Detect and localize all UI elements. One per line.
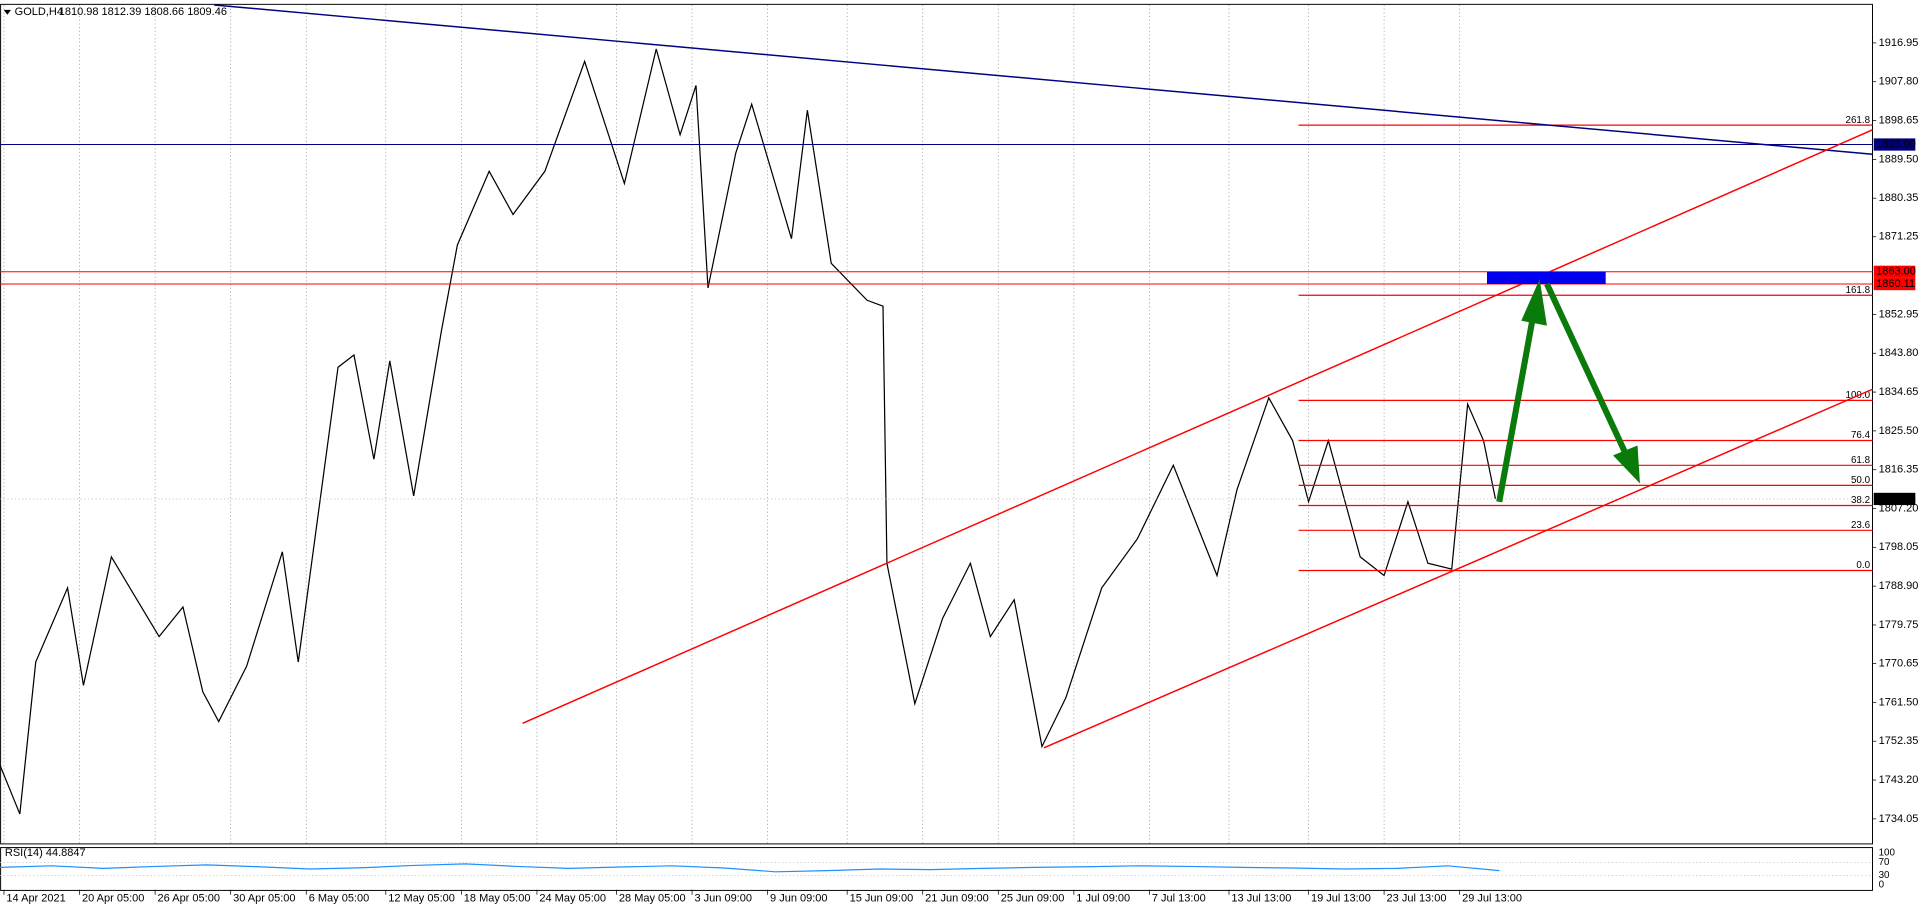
price-tag-label: 1863.00 (1876, 266, 1916, 278)
y-tick-label: 0 (1879, 880, 1885, 891)
x-tick-label: 9 Jun 09:00 (770, 892, 827, 904)
rsi-title: RSI(14) 44.8847 (5, 847, 86, 859)
fib-label: 23.6 (1851, 520, 1871, 531)
trend-line (214, 4, 1873, 155)
y-tick-label: 1761.50 (1879, 696, 1919, 708)
fib-label: 38.2 (1851, 495, 1870, 506)
x-tick-label: 25 Jun 09:00 (1001, 892, 1065, 904)
x-tick-label: 20 Apr 05:00 (82, 892, 144, 904)
y-tick-label: 1770.65 (1879, 657, 1919, 669)
menu-icon[interactable] (3, 9, 12, 15)
price-line (0, 863, 1500, 873)
y-tick-label: 1834.65 (1879, 386, 1919, 398)
chart-title: GOLD,H4 (15, 6, 63, 18)
y-tick-label: 1852.95 (1879, 308, 1919, 320)
y-tick-label: 1779.75 (1879, 619, 1919, 631)
x-tick-label: 28 May 05:00 (619, 892, 686, 904)
plot-frame (0, 3, 1873, 845)
y-tick-label: 1743.20 (1879, 774, 1919, 786)
y-tick-label: 1788.90 (1879, 580, 1919, 592)
channel-lower (1043, 388, 1873, 749)
price-line (0, 48, 1497, 815)
x-tick-label: 19 Jul 13:00 (1311, 892, 1371, 904)
price-tag-label: 1893.00 (1876, 138, 1916, 150)
x-tick-label: 29 Jul 13:00 (1462, 892, 1522, 904)
y-tick-label: 1871.25 (1879, 231, 1919, 243)
x-tick-label: 30 Apr 05:00 (233, 892, 295, 904)
target-zone (1486, 271, 1606, 284)
x-tick-label: 13 Jul 13:00 (1231, 892, 1291, 904)
x-tick-label: 26 Apr 05:00 (158, 892, 220, 904)
x-tick-label: 1 Jul 09:00 (1076, 892, 1130, 904)
x-tick-label: 12 May 05:00 (388, 892, 455, 904)
arrow-down (1544, 282, 1629, 455)
rsi-frame (0, 847, 1873, 891)
x-tick-label: 24 May 05:00 (539, 892, 606, 904)
arrow-head (1521, 279, 1547, 326)
price-tag (1873, 138, 1916, 151)
marks: 14 Apr 2021 20 Apr 05:00 26 Apr 05:00 30 Ap… (0, 4, 1919, 904)
price-tag (1873, 492, 1916, 506)
ohlc: 1810.98 1812.39 1808.66 1809.46 (59, 6, 227, 18)
y-tick-label: 1816.35 (1879, 464, 1919, 476)
price-tag (1873, 265, 1916, 278)
x-tick-label: 6 May 05:00 (309, 892, 370, 904)
x-tick-label: 3 Jun 09:00 (694, 892, 751, 904)
channel-upper (522, 129, 1873, 725)
arrow-head (1613, 445, 1640, 484)
fib-label: 261.8 (1846, 115, 1871, 126)
x-tick-label: 15 Jun 09:00 (850, 892, 914, 904)
price-tag-label: 1809.46 (1876, 493, 1916, 505)
arrow-up (1496, 320, 1536, 503)
y-tick-label: 1898.65 (1879, 114, 1919, 126)
y-tick-label: 100 (1879, 848, 1896, 859)
y-tick-label: 70 (1879, 857, 1890, 868)
y-tick-label: 1880.35 (1879, 192, 1919, 204)
fib-label: 61.8 (1851, 455, 1871, 466)
y-tick-label: 1734.05 (1879, 813, 1919, 825)
x-tick-label: 23 Jul 13:00 (1387, 892, 1447, 904)
y-tick-label: 1889.50 (1879, 153, 1919, 165)
fib-label: 76.4 (1851, 430, 1871, 441)
y-tick-label: 1807.20 (1879, 502, 1919, 514)
y-tick-label: 1825.50 (1879, 425, 1919, 437)
x-tick-label: 18 May 05:00 (464, 892, 531, 904)
x-tick-label: 21 Jun 09:00 (925, 892, 989, 904)
x-tick-label: 7 Jul 13:00 (1152, 892, 1206, 904)
x-tick-label: 14 Apr 2021 (6, 892, 65, 904)
y-tick-label: 1843.80 (1879, 347, 1919, 359)
fib-label: 161.8 (1846, 285, 1871, 296)
y-tick-label: 1752.35 (1879, 735, 1919, 747)
fib-label: 50.0 (1851, 475, 1871, 486)
fib-label: 0.0 (1856, 560, 1870, 571)
y-tick-label: 1798.05 (1879, 541, 1919, 553)
price-tag-label: 1860.11 (1876, 278, 1915, 290)
y-tick-label: 1916.95 (1879, 37, 1919, 49)
y-tick-label: 1907.80 (1879, 76, 1919, 88)
y-tick-label: 30 (1879, 870, 1890, 881)
price-tag (1873, 277, 1916, 291)
